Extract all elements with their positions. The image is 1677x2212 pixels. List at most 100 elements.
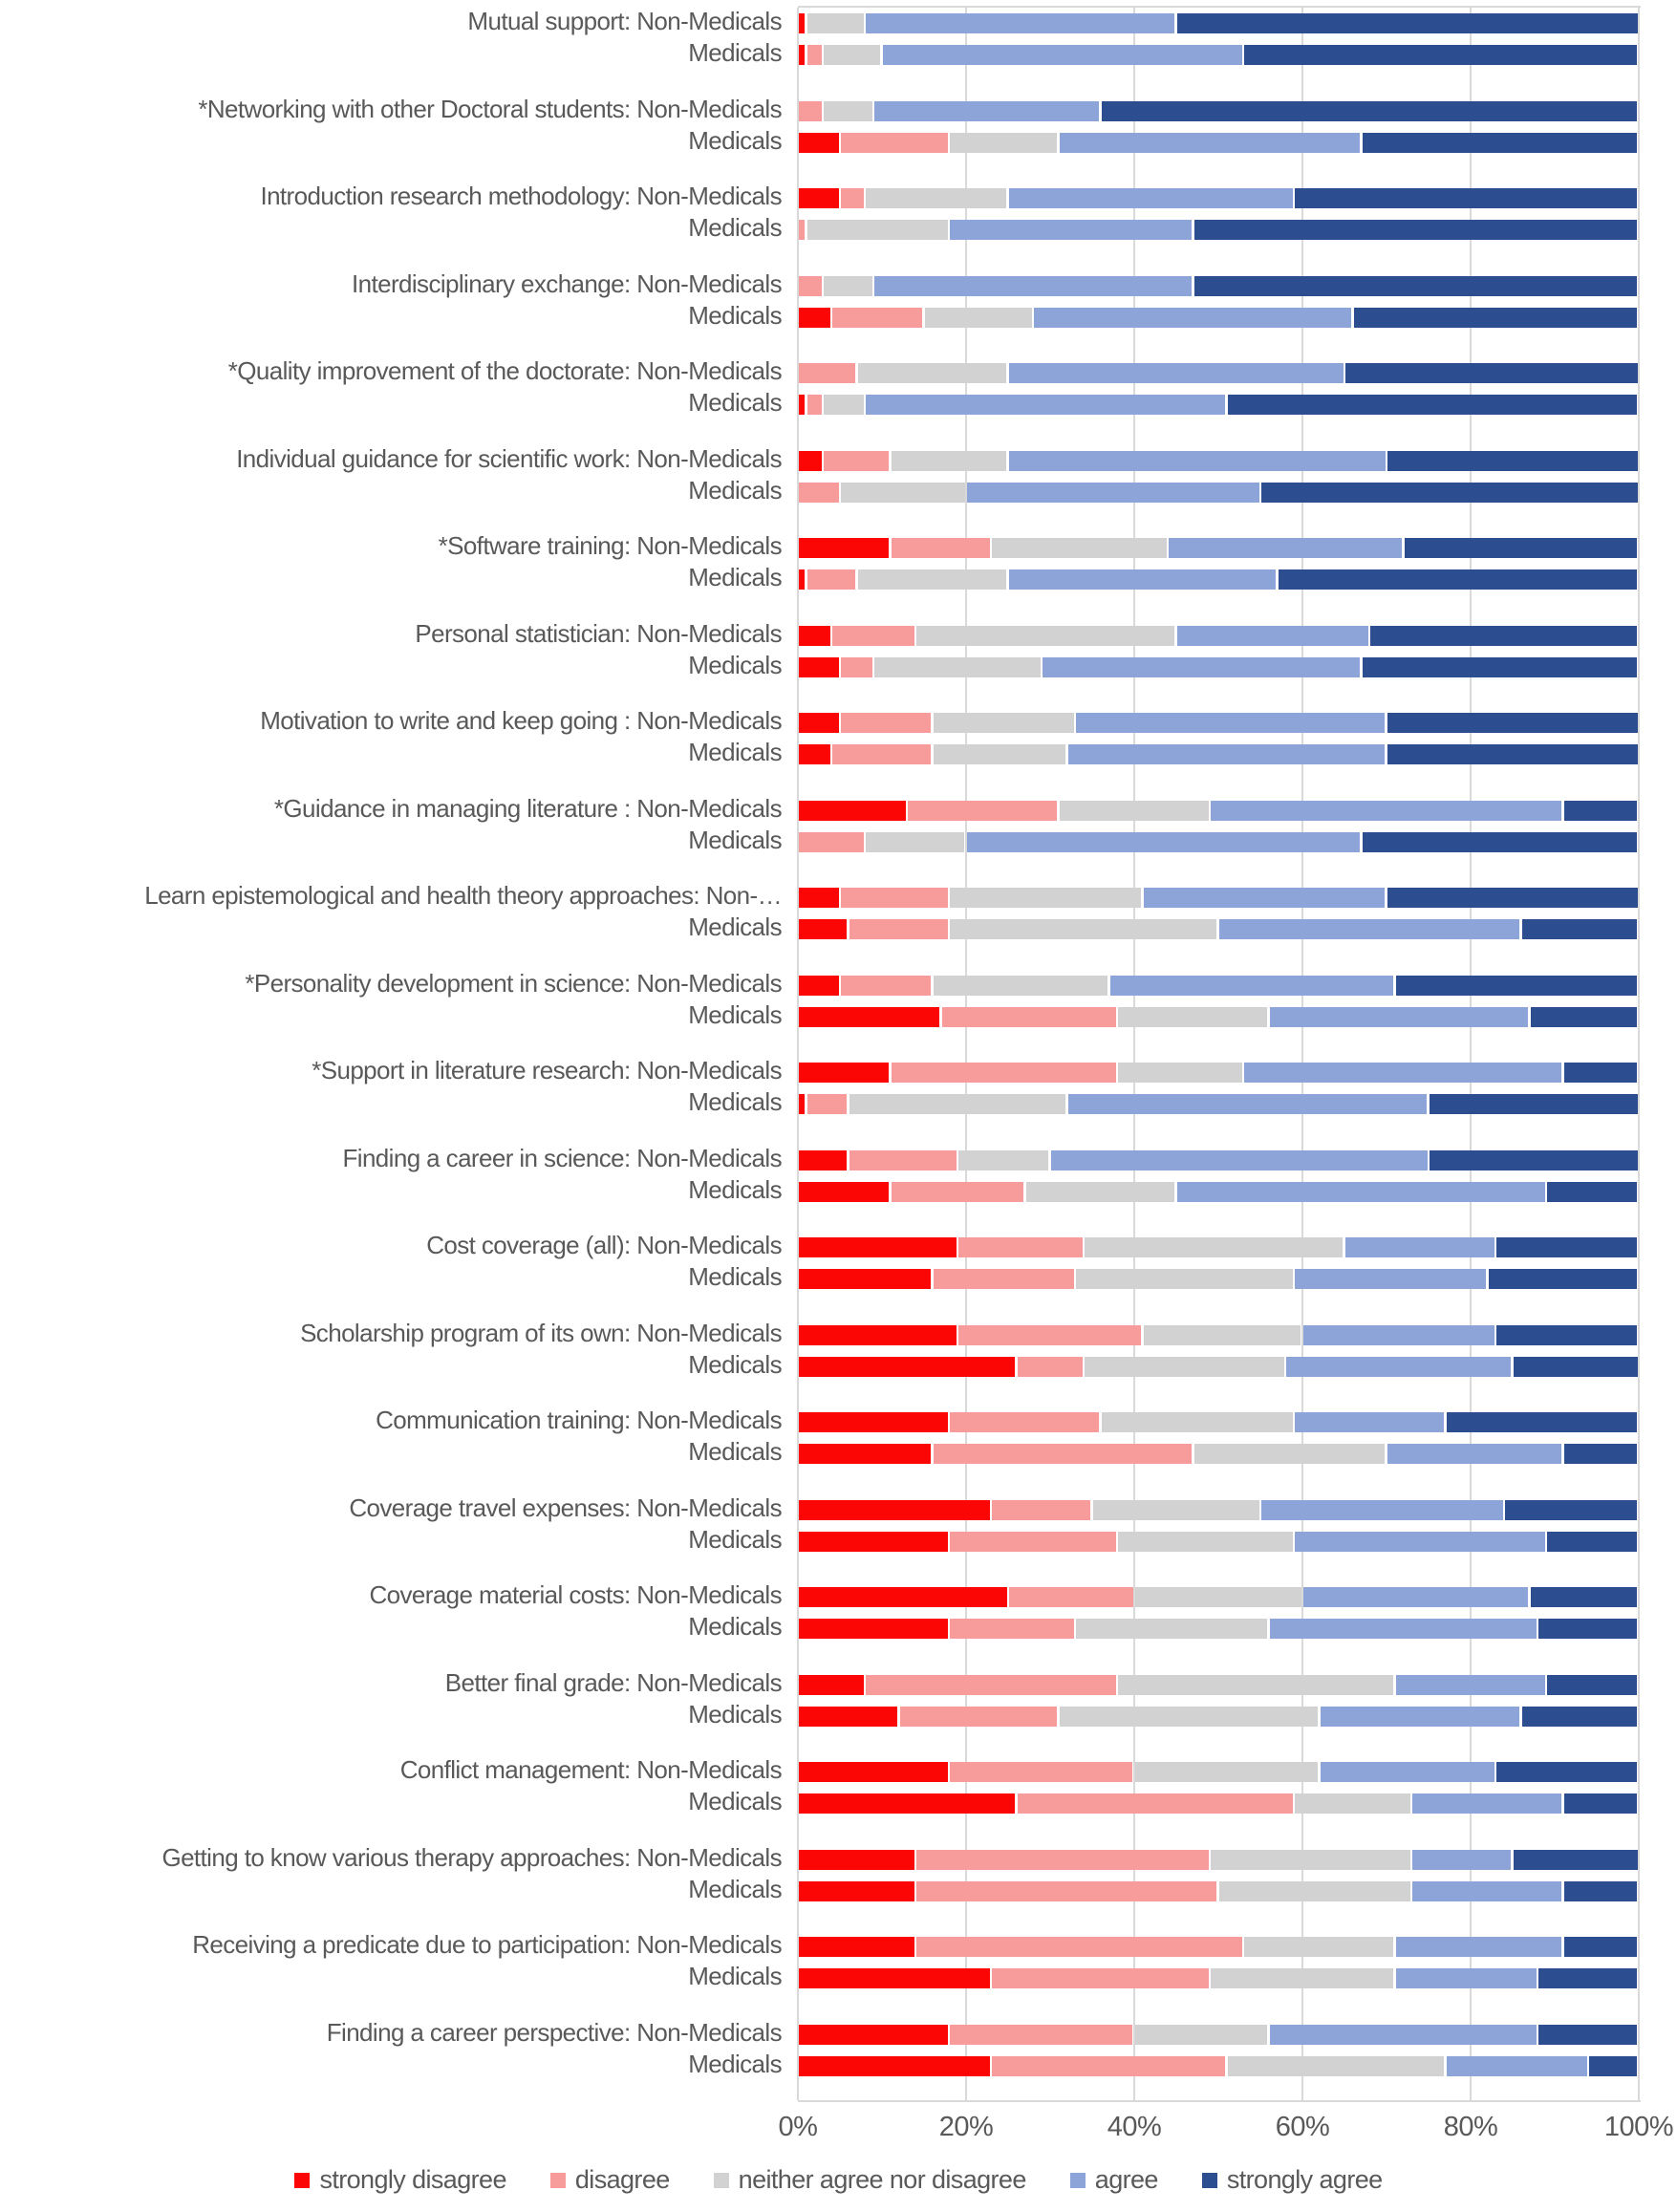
segment-strongly-disagree [799, 744, 830, 764]
segment-disagree [933, 1269, 1074, 1289]
segment-agree [1177, 1181, 1545, 1202]
bar-medicals [798, 1968, 1639, 1988]
segment-strongly-agree [1387, 450, 1638, 471]
segment-strongly-disagree [799, 1937, 914, 1957]
segment-agree [1067, 1094, 1428, 1114]
segment-strongly-agree [1547, 1531, 1638, 1552]
bar-medicals [798, 1269, 1639, 1289]
plot-area [797, 6, 1641, 2102]
segment-agree [1009, 450, 1386, 471]
segment-strongly-disagree [799, 569, 806, 590]
category-label: *Networking with other Doctoral students… [198, 94, 782, 123]
segment-agree [1269, 2024, 1537, 2045]
gridline-100pct [1638, 8, 1640, 2100]
segment-neither-agree-nor-disagree [874, 656, 1041, 677]
segment-strongly-disagree [799, 1674, 864, 1695]
bar-non-medicals [798, 1587, 1639, 1607]
segment-strongly-disagree [799, 1968, 990, 1988]
category-label: Finding a career perspective: Non-Medica… [326, 2017, 783, 2047]
segment-neither-agree-nor-disagree [1193, 1444, 1386, 1464]
segment-agree [1009, 188, 1293, 208]
segment-strongly-disagree [799, 1324, 957, 1345]
segment-strongly-agree [1547, 1674, 1638, 1695]
segment-disagree [950, 1412, 1100, 1432]
subgroup-label-medicals: Medicals [688, 650, 782, 679]
segment-agree [883, 45, 1242, 65]
segment-strongly-disagree [799, 656, 839, 677]
segment-strongly-disagree [799, 1006, 940, 1027]
segment-strongly-disagree [799, 1444, 932, 1464]
segment-agree [1009, 363, 1344, 383]
segment-strongly-agree [1295, 188, 1638, 208]
segment-neither-agree-nor-disagree [950, 888, 1142, 908]
segment-strongly-disagree [799, 13, 806, 33]
segment-strongly-agree [1530, 1006, 1638, 1027]
category-label: Learn epistemological and health theory … [144, 881, 782, 910]
legend: strongly disagree disagree neither agree n… [0, 2165, 1677, 2195]
segment-neither-agree-nor-disagree [1118, 1674, 1394, 1695]
segment-strongly-disagree [799, 713, 839, 733]
segment-strongly-disagree [799, 1793, 1016, 1814]
gridline-60pct [1301, 8, 1303, 2100]
segment-agree [1412, 1793, 1562, 1814]
segment-disagree [916, 1849, 1209, 1870]
segment-agree [950, 220, 1193, 240]
bar-non-medicals [798, 1499, 1639, 1520]
segment-disagree [941, 1006, 1116, 1027]
bar-non-medicals [798, 1849, 1639, 1870]
segment-disagree [992, 1968, 1209, 1988]
bar-medicals [798, 831, 1639, 852]
segment-strongly-agree [1101, 100, 1638, 121]
gridline-40pct [1133, 8, 1135, 2100]
gridline-80pct [1470, 8, 1472, 2100]
segment-agree [1320, 1706, 1520, 1727]
category-label: *Software training: Non-Medicals [438, 531, 783, 560]
subgroup-label-medicals: Medicals [688, 913, 782, 941]
segment-agree [1076, 713, 1386, 733]
segment-strongly-disagree [799, 1269, 932, 1289]
segment-strongly-disagree [799, 1762, 948, 1782]
legend-label: agree [1094, 2165, 1159, 2194]
segment-strongly-agree [1496, 1237, 1638, 1257]
category-label: Motivation to write and keep going : Non… [260, 706, 782, 735]
segment-strongly-disagree [799, 188, 839, 208]
segment-strongly-agree [1395, 975, 1638, 996]
segment-strongly-agree [1563, 1063, 1638, 1083]
segment-agree [1395, 1968, 1537, 1988]
segment-strongly-disagree [799, 888, 839, 908]
segment-neither-agree-nor-disagree [1076, 1619, 1268, 1639]
segment-agree [1446, 2055, 1587, 2076]
bar-medicals [798, 919, 1639, 939]
segment-disagree [958, 1324, 1142, 1345]
segment-strongly-agree [1370, 625, 1638, 646]
segment-neither-agree-nor-disagree [1118, 1531, 1293, 1552]
segment-strongly-disagree [799, 1587, 1007, 1607]
legend-item-strongly-agree: strongly agree [1201, 2165, 1383, 2195]
segment-disagree [841, 656, 872, 677]
segment-disagree [849, 1149, 957, 1170]
segment-neither-agree-nor-disagree [849, 1094, 1066, 1114]
bar-medicals [798, 569, 1639, 590]
segment-neither-agree-nor-disagree [1211, 1849, 1410, 1870]
segment-agree [1412, 1880, 1562, 1901]
segment-strongly-agree [1193, 275, 1638, 296]
legend-swatch-icon [713, 2172, 729, 2188]
category-label: Finding a career in science: Non-Medical… [342, 1143, 782, 1172]
segment-neither-agree-nor-disagree [950, 132, 1058, 153]
bar-non-medicals [798, 713, 1639, 733]
segment-strongly-agree [1387, 888, 1638, 908]
bar-non-medicals [798, 2024, 1639, 2045]
legend-item-disagree: disagree [549, 2165, 670, 2195]
segment-disagree [799, 275, 822, 296]
segment-neither-agree-nor-disagree [1025, 1181, 1175, 1202]
category-label: *Guidance in managing literature : Non-M… [273, 793, 783, 823]
segment-strongly-agree [1521, 919, 1638, 939]
segment-strongly-agree [1404, 538, 1638, 558]
segment-strongly-agree [1538, 2024, 1638, 2045]
segment-neither-agree-nor-disagree [992, 538, 1167, 558]
legend-item-agree: agree [1069, 2165, 1159, 2195]
category-label: *Quality improvement of the doctorate: N… [227, 356, 783, 385]
segment-neither-agree-nor-disagree [933, 713, 1074, 733]
segment-agree [1269, 1006, 1529, 1027]
bar-medicals [798, 1444, 1639, 1464]
